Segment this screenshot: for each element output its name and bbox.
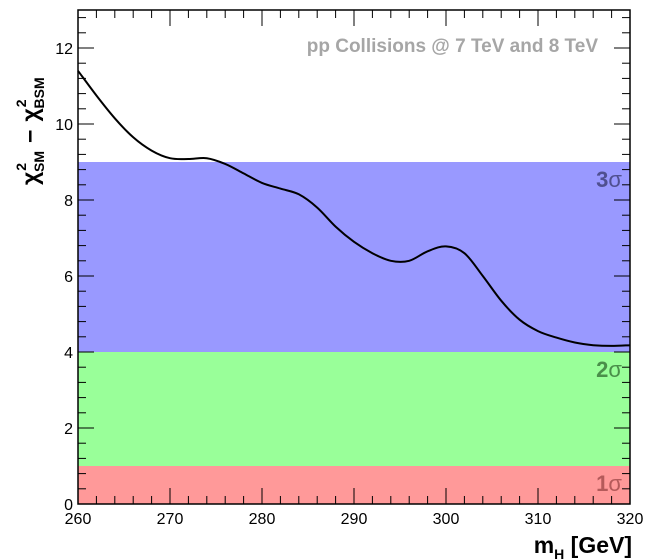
x-axis-unit: [GeV] bbox=[564, 532, 632, 558]
x-axis-subscript: H bbox=[554, 546, 564, 559]
x-tick-label: 310 bbox=[525, 511, 552, 528]
y-axis-sub-2: BSM bbox=[31, 77, 47, 108]
band-label-3sigma: 3σ bbox=[596, 167, 622, 192]
x-tick-label: 290 bbox=[341, 511, 368, 528]
band-2sigma bbox=[78, 352, 630, 466]
x-tick-label: 270 bbox=[157, 511, 184, 528]
chi2-difference-curve bbox=[77, 70, 631, 347]
x-axis-symbol: m bbox=[534, 532, 554, 558]
y-axis-chi-2: χ bbox=[17, 108, 43, 122]
annotation-text: pp Collisions @ 7 TeV and 8 TeV bbox=[307, 36, 599, 57]
band-label-1sigma: 1σ bbox=[596, 471, 622, 496]
y-tick-label: 10 bbox=[55, 117, 73, 134]
y-tick-label: 8 bbox=[64, 193, 73, 210]
sigma-bands: 1σ 2σ 3σ bbox=[78, 162, 630, 504]
y-tick-label: 4 bbox=[64, 345, 73, 362]
band-label-2sigma: 2σ bbox=[596, 357, 622, 382]
y-tick-label: 0 bbox=[64, 497, 73, 514]
y-axis-title: χ2 SM−χ2 BSM bbox=[13, 77, 47, 185]
y-tick-label: 6 bbox=[64, 269, 73, 286]
y-axis-sup-2: 2 bbox=[13, 99, 29, 107]
y-axis-sup-1: 2 bbox=[13, 163, 29, 171]
y-axis-sub-1: SM bbox=[31, 151, 47, 172]
y-axis-minus: − bbox=[17, 130, 43, 143]
x-tick-label: 300 bbox=[433, 511, 460, 528]
x-tick-label: 260 bbox=[65, 511, 92, 528]
band-3sigma bbox=[78, 162, 630, 352]
y-axis-chi-1: χ bbox=[17, 171, 43, 185]
x-tick-label: 320 bbox=[617, 511, 644, 528]
y-tick-label: 12 bbox=[55, 41, 73, 58]
y-tick-label: 2 bbox=[64, 421, 73, 438]
x-axis-title: mH [GeV] bbox=[534, 532, 632, 559]
x-tick-label: 280 bbox=[249, 511, 276, 528]
axis-ticks bbox=[77, 10, 631, 505]
tick-labels: 260 270 280 290 300 310 320 0 2 4 6 8 10 12 bbox=[55, 41, 643, 528]
